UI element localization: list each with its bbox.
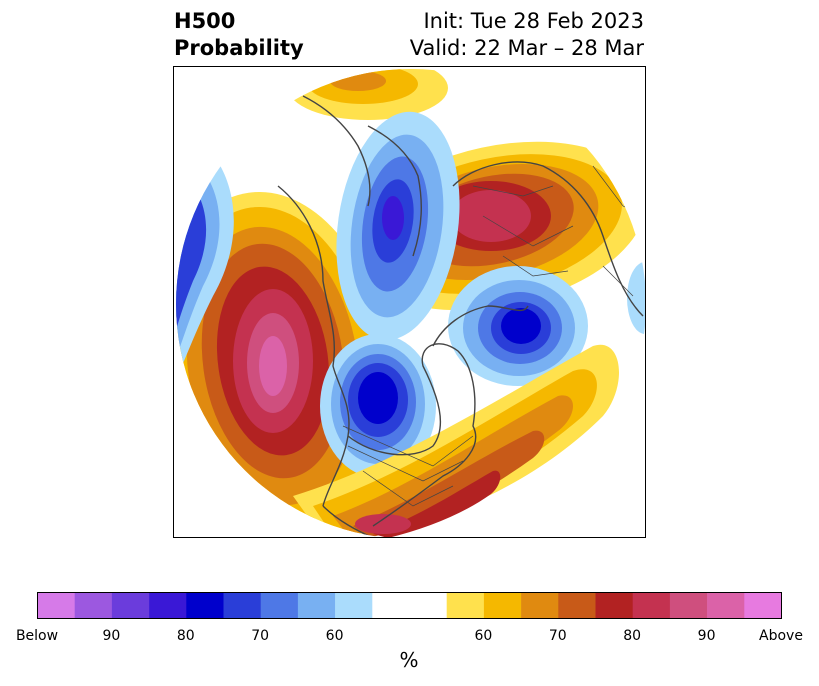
negative-anomaly-north-america <box>320 334 436 478</box>
map-frame <box>173 66 646 538</box>
colorbar-frame <box>37 592 782 619</box>
colorbar-tick-label: 70 <box>548 628 567 644</box>
colorbar-segment <box>37 592 75 619</box>
chart-title: H500 Probability <box>174 8 304 62</box>
colorbar-segment <box>149 592 187 619</box>
colorbar-segment <box>74 592 113 619</box>
colorbar-segment <box>558 592 596 619</box>
date-info: Init: Tue 28 Feb 2023 Valid: 22 Mar – 28… <box>410 8 644 62</box>
colorbar-segment <box>372 592 410 619</box>
colorbar-segment <box>260 592 299 619</box>
title-line-1: H500 <box>174 9 236 33</box>
colorbar-tick-label: 60 <box>474 628 493 644</box>
probability-map <box>173 66 646 538</box>
colorbar-tick-label: Below <box>15 628 59 644</box>
colorbar-segment <box>595 592 633 619</box>
colorbar-tick-label: 70 <box>251 628 270 644</box>
colorbar-segment <box>335 592 373 619</box>
colorbar-segment <box>632 592 671 619</box>
colorbar-segment <box>223 592 261 619</box>
colorbar-unit-label: % <box>399 648 419 672</box>
colorbar-segment <box>707 592 745 619</box>
coastlines <box>277 95 644 538</box>
title-line-2: Probability <box>174 36 304 60</box>
colorbar-segment <box>521 592 559 619</box>
colorbar-tick-label: 90 <box>102 628 121 644</box>
colorbar-segment <box>483 592 522 619</box>
colorbar <box>37 592 782 619</box>
colorbar-segment <box>669 592 708 619</box>
colorbar-segment <box>409 592 447 619</box>
valid-range: Valid: 22 Mar – 28 Mar <box>409 36 644 60</box>
negative-anomaly-east-center <box>448 266 588 386</box>
colorbar-tick-label: 80 <box>176 628 195 644</box>
colorbar-tick-label: 60 <box>325 628 344 644</box>
colorbar-segment <box>744 592 782 619</box>
colorbar-segment <box>111 592 150 619</box>
colorbar-tick-label: 80 <box>623 628 642 644</box>
init-date: Init: Tue 28 Feb 2023 <box>423 9 644 33</box>
colorbar-tick-label: 90 <box>697 628 716 644</box>
colorbar-tick-label: Above <box>759 628 803 644</box>
colorbar-segment <box>297 592 336 619</box>
colorbar-segment <box>186 592 224 619</box>
colorbar-segment <box>446 592 485 619</box>
probability-field <box>176 69 646 538</box>
